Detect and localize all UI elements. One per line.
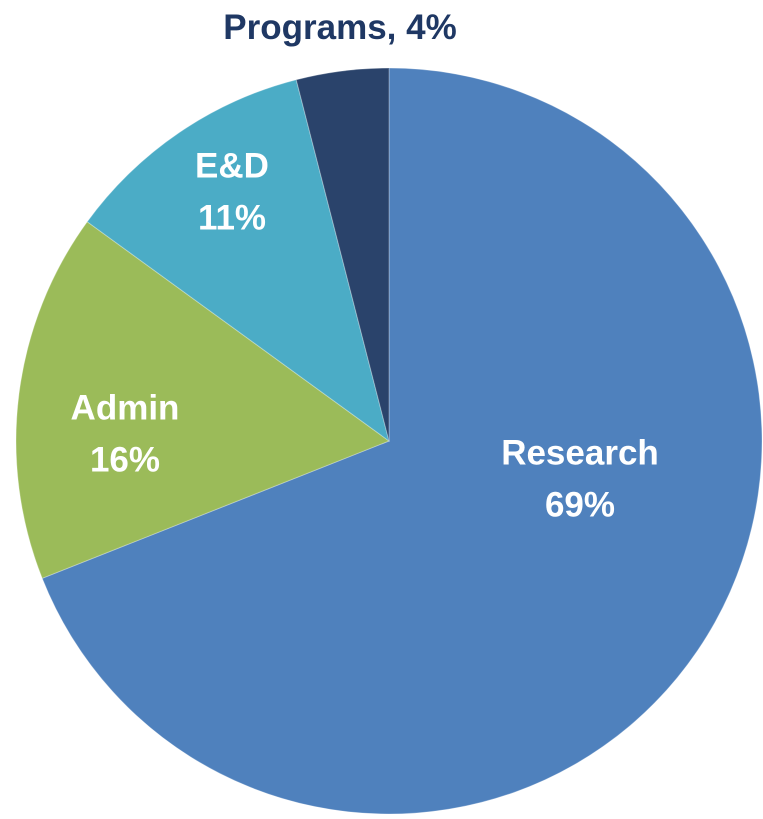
separator: , (387, 8, 406, 47)
slice-value: 4% (406, 8, 457, 47)
pie-slice (295, 67, 390, 442)
slice-value: 69% (545, 485, 615, 524)
slice-label: Programs, 4% (223, 8, 456, 47)
slice-name: Programs (223, 8, 386, 47)
slice-name: Admin (71, 388, 180, 427)
slice-value: 11% (198, 198, 266, 237)
pie-slice (41, 67, 763, 815)
slice-name: E&D (195, 146, 269, 185)
pie-slice (86, 79, 390, 443)
pie-slice (15, 221, 391, 579)
slice-name: Research (501, 433, 659, 472)
slice-value: 16% (90, 440, 160, 479)
